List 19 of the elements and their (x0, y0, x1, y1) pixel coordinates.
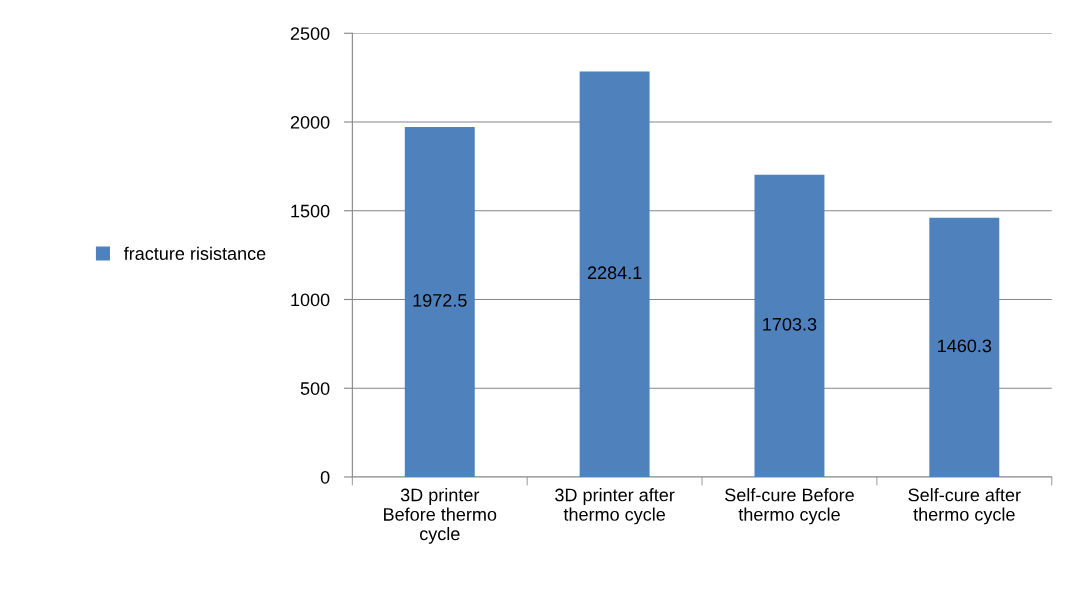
data-label: 1972.5 (413, 294, 467, 307)
x-tick-label: 3D printer after thermo cycle (555, 488, 675, 525)
bar (579, 71, 650, 477)
x-tick-label: Self-cure Before thermo cycle (725, 488, 854, 525)
y-tick-label: 1000 (291, 293, 330, 307)
y-tick-label: 0 (320, 470, 330, 484)
x-tick-label: Self-cure after thermo cycle (908, 488, 1021, 525)
legend-label: fracture risistance (123, 246, 266, 260)
bar (929, 217, 1000, 477)
x-tick-label: 3D printer Before thermo cycle (384, 488, 497, 544)
bar (754, 174, 825, 477)
y-tick-label: 500 (300, 382, 330, 395)
data-label: 1460.3 (938, 339, 992, 353)
data-label: 1703.3 (763, 317, 817, 331)
y-tick-label: 2000 (290, 115, 330, 129)
y-tick-label: 1500 (291, 204, 330, 218)
bar (404, 126, 475, 477)
data-label: 2284.1 (587, 266, 642, 280)
y-tick-label: 2500 (290, 27, 330, 40)
